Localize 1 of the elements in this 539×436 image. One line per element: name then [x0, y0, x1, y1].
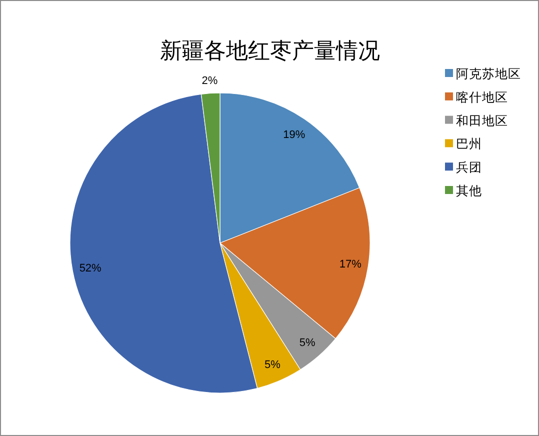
title: 新疆各地红枣产量情况: [160, 38, 380, 63]
